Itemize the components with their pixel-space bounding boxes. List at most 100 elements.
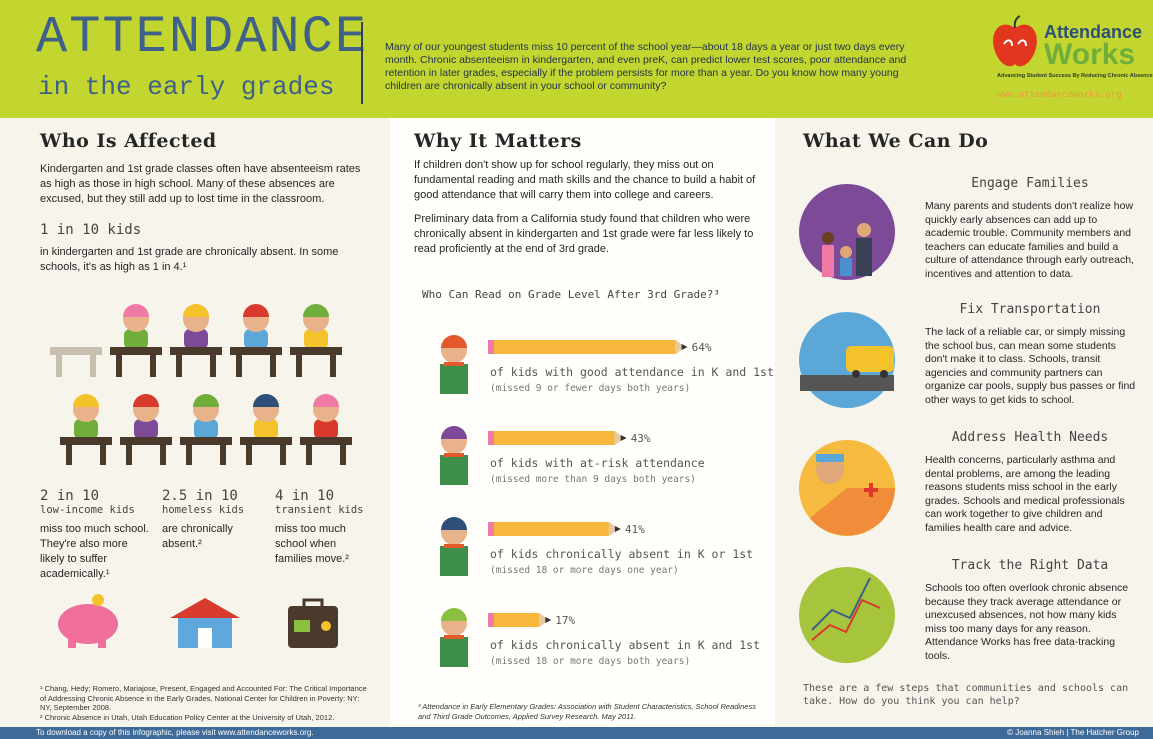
desk-leg (150, 355, 156, 377)
apple (993, 25, 1037, 67)
desk-leg (210, 355, 216, 377)
desk (300, 437, 352, 445)
desk (60, 437, 112, 445)
kid-book (440, 455, 468, 485)
desk-leg (306, 445, 312, 465)
kid-book (440, 546, 468, 576)
bus-wheel (880, 370, 888, 378)
footnote: ¹ Chang, Hedy; Romero, Mariajose, Presen… (40, 684, 370, 713)
group: 2 in 10 low-income kids miss too much sc… (40, 488, 150, 582)
parent (822, 245, 834, 277)
pencil-lead (545, 617, 551, 623)
group-figure: 2.5 in 10 (162, 488, 257, 504)
item-note: (missed 18 or more days one year) (490, 565, 679, 576)
ice-pack (816, 454, 844, 462)
desk-leg (160, 445, 166, 465)
pencil-lead (615, 526, 621, 532)
coin (92, 594, 104, 606)
parent (856, 238, 872, 276)
action-title: Address Health Needs (925, 430, 1135, 445)
desk-leg (100, 445, 106, 465)
item-note: (missed 9 or fewer days both years) (490, 383, 690, 394)
piggy-bank (58, 604, 118, 644)
subtitle: in the early grades (38, 72, 334, 102)
desk-leg (270, 355, 276, 377)
pencil-eraser (488, 613, 494, 627)
child (840, 258, 852, 276)
group: 2.5 in 10 homeless kids are chronically … (162, 488, 257, 552)
desk (240, 437, 292, 445)
item-note: (missed 18 or more days both years) (490, 656, 690, 667)
desk-leg (186, 445, 192, 465)
kid-body (444, 362, 464, 366)
group-icons (40, 592, 370, 652)
value-label: 17% (555, 614, 575, 627)
desk-leg (236, 355, 242, 377)
action-title: Fix Transportation (925, 302, 1135, 317)
kid-hair (441, 426, 467, 439)
closing: These are a few steps that communities a… (803, 682, 1138, 708)
logo-url: www.attendanceworks.org (997, 90, 1122, 100)
pencil-eraser (488, 340, 494, 354)
footer-download: To download a copy of this infographic, … (36, 728, 313, 737)
kid-hair (73, 394, 99, 407)
desk (50, 347, 102, 355)
pencil-body (490, 340, 676, 354)
bus (846, 346, 894, 372)
action-text: Many parents and students don't realize … (925, 200, 1137, 281)
stat-figure: 1 in 10 kids (40, 222, 141, 238)
bus-wheel (852, 370, 860, 378)
logo-name: Works (1044, 38, 1135, 72)
section-heading: What We Can Do (803, 130, 988, 152)
item-note: (missed more than 9 days both years) (490, 474, 696, 485)
paragraph: Kindergarten and 1st grade classes often… (40, 162, 370, 207)
kid-hair (303, 304, 329, 317)
reading-chart: 64%of kids with good attendance in K and… (390, 310, 775, 680)
sticker (294, 620, 310, 632)
desk-leg (330, 355, 336, 377)
icon-circle (799, 567, 895, 663)
divider (361, 22, 363, 104)
desk-leg (126, 445, 132, 465)
logo-tagline: Advancing Student Success By Reducing Ch… (997, 73, 1153, 79)
section-heading: Who Is Affected (40, 130, 217, 152)
parent (857, 223, 871, 237)
chart-title: Who Can Read on Grade Level After 3rd Gr… (422, 288, 720, 301)
kid-hair (243, 304, 269, 317)
section-heading: Why It Matters (414, 130, 582, 152)
desk (170, 347, 222, 355)
pencil-lead (621, 435, 627, 441)
group-text: are chronically absent.² (162, 522, 257, 552)
group-name: low-income kids (40, 504, 150, 516)
action-title: Track the Right Data (925, 558, 1135, 573)
kid-body (444, 453, 464, 457)
cross (869, 483, 873, 497)
item-label: of kids with good attendance in K and 1s… (490, 365, 774, 379)
group-text: miss too much school. They're also more … (40, 522, 150, 582)
desk-leg (176, 355, 182, 377)
pencil-lead (682, 344, 688, 350)
pencil-body (490, 522, 609, 536)
pencil-eraser (488, 431, 494, 445)
child (840, 246, 852, 258)
item-label: of kids chronically absent in K and 1st (490, 638, 760, 652)
kid-hair (133, 394, 159, 407)
piggy-leg (68, 638, 76, 648)
group-name: homeless kids (162, 504, 257, 516)
suitcase-handle (304, 600, 322, 608)
value-label: 41% (625, 523, 645, 536)
logo-apple (990, 14, 1040, 72)
kid-hair (253, 394, 279, 407)
item-label: of kids chronically absent in K or 1st (490, 547, 753, 561)
desk-leg (220, 445, 226, 465)
desk-leg (340, 445, 346, 465)
desk (180, 437, 232, 445)
group: 4 in 10 transient kids miss too much sch… (275, 488, 370, 567)
desk-leg (246, 445, 252, 465)
paragraph: If children don't show up for school reg… (414, 158, 759, 203)
kid-hair (441, 608, 467, 621)
footer-credit: © Joanna Shieh | The Hatcher Group (1007, 728, 1139, 737)
desk-leg (116, 355, 122, 377)
desk-leg (90, 355, 96, 377)
house-roof (170, 598, 240, 618)
